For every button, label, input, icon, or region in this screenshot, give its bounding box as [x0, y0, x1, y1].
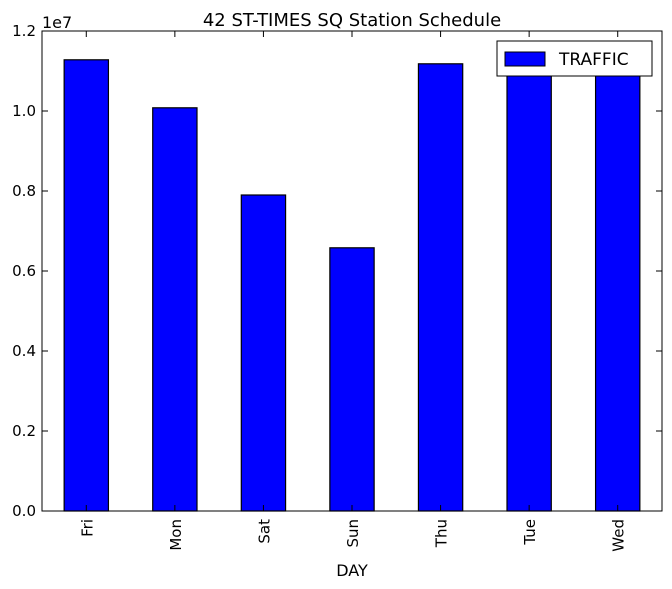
x-tick-label: Sun: [344, 519, 362, 548]
y-axis: 0.0 0.2 0.4 0.6 0.8 1.0 1.2: [12, 22, 662, 520]
bar-tue: [506, 75, 552, 512]
x-tick-label: Mon: [167, 519, 185, 551]
legend: TRAFFIC: [496, 40, 653, 77]
y-tick-label: 0.0: [12, 502, 36, 520]
x-axis: Fri Mon Sat Sun Thu Tue Wed: [78, 31, 628, 552]
y-tick-label: 0.4: [12, 342, 36, 360]
y-tick-label: 0.6: [12, 262, 36, 280]
x-tick-label: Sat: [255, 519, 273, 544]
x-tick-label: Wed: [610, 519, 628, 552]
x-tick-label: Fri: [78, 519, 96, 537]
y-tick-label: 0.8: [12, 182, 36, 200]
y-multiplier-label: 1e7: [42, 13, 72, 32]
bar-wed: [594, 75, 641, 512]
x-tick-label: Thu: [433, 519, 451, 548]
x-tick-label: Tue: [521, 519, 539, 546]
chart-title: 42 ST-TIMES SQ Station Schedule: [203, 10, 501, 31]
x-axis-label: DAY: [336, 561, 368, 580]
y-tick-label: 1.0: [12, 102, 36, 120]
y-tick-label: 1.2: [12, 22, 36, 40]
bar-sun: [329, 247, 375, 512]
legend-label: TRAFFIC: [558, 50, 629, 70]
legend-swatch: [504, 51, 546, 67]
bar-mon: [152, 107, 198, 512]
bars-layer: [63, 59, 641, 512]
bar-sat: [240, 194, 287, 512]
bar-thu: [417, 63, 464, 512]
bar-fri: [63, 59, 110, 512]
y-tick-label: 0.2: [12, 422, 36, 440]
